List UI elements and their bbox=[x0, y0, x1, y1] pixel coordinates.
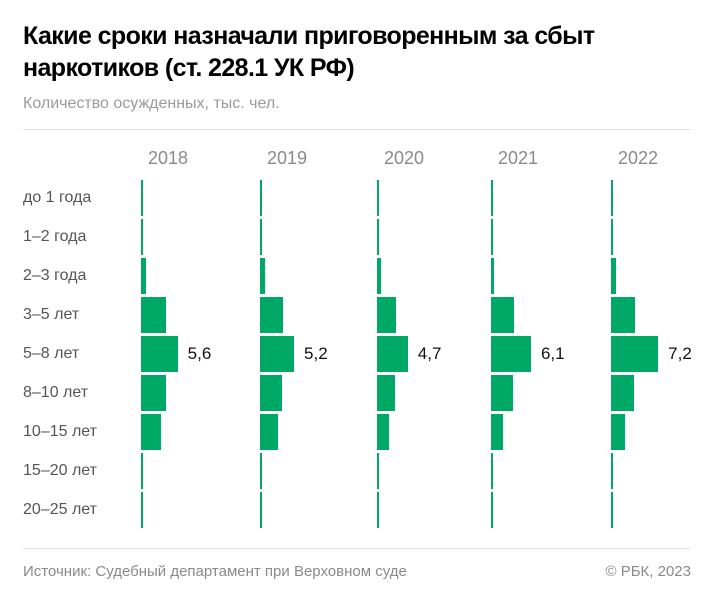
bar bbox=[491, 375, 514, 411]
year-label: 2022 bbox=[617, 148, 659, 168]
year-label: 2018 bbox=[147, 148, 189, 168]
category-label: до 1 года bbox=[23, 189, 92, 206]
bar bbox=[611, 453, 613, 489]
year-label: 2019 bbox=[266, 148, 308, 168]
bar bbox=[141, 258, 147, 294]
bottom-divider bbox=[23, 548, 691, 549]
data-label: 5,2 bbox=[304, 344, 328, 363]
bar bbox=[611, 219, 613, 255]
bar bbox=[260, 297, 283, 333]
bar bbox=[260, 414, 278, 450]
bar bbox=[611, 258, 616, 294]
bar bbox=[141, 375, 166, 411]
bar bbox=[611, 336, 659, 372]
bar bbox=[141, 219, 143, 255]
bar bbox=[491, 336, 531, 372]
bar bbox=[611, 180, 613, 216]
source-note: Источник: Судебный департамент при Верхо… bbox=[23, 563, 407, 580]
bar bbox=[611, 375, 634, 411]
bar bbox=[377, 336, 408, 372]
chart-subtitle: Количество осужденных, тыс. чел. bbox=[23, 95, 280, 112]
bar bbox=[260, 258, 265, 294]
bar bbox=[611, 414, 625, 450]
bar bbox=[377, 414, 389, 450]
bar bbox=[491, 297, 514, 333]
bar bbox=[377, 180, 379, 216]
bar bbox=[141, 492, 143, 528]
bar bbox=[377, 219, 379, 255]
copyright: © РБК, 2023 bbox=[605, 563, 691, 580]
bar bbox=[260, 453, 262, 489]
bar bbox=[611, 492, 613, 528]
bar bbox=[141, 414, 162, 450]
bar bbox=[491, 414, 504, 450]
category-label: 3–5 лет bbox=[23, 306, 80, 323]
category-label: 1–2 года bbox=[23, 228, 87, 245]
chart-title: Какие сроки назначали приговоренным за с… bbox=[23, 22, 595, 82]
bar bbox=[141, 297, 166, 333]
bar bbox=[377, 492, 379, 528]
top-divider bbox=[23, 129, 691, 130]
data-label: 7,2 bbox=[668, 344, 692, 363]
bar bbox=[377, 375, 395, 411]
category-label: 2–3 года bbox=[23, 267, 87, 284]
data-label: 5,6 bbox=[187, 344, 212, 363]
bar bbox=[377, 453, 379, 489]
bar bbox=[260, 492, 262, 528]
category-label: 8–10 лет bbox=[23, 384, 89, 401]
bar bbox=[377, 297, 396, 333]
bar bbox=[491, 492, 493, 528]
year-label: 2021 bbox=[497, 148, 539, 168]
bar bbox=[491, 258, 495, 294]
bar bbox=[141, 336, 178, 372]
bar bbox=[141, 180, 143, 216]
category-label: 20–25 лет bbox=[23, 501, 97, 518]
bar bbox=[260, 375, 283, 411]
category-label: 15–20 лет bbox=[23, 462, 97, 479]
bar bbox=[260, 336, 295, 372]
year-label: 2020 bbox=[383, 148, 425, 168]
data-label: 4,7 bbox=[417, 344, 442, 363]
bar bbox=[491, 453, 493, 489]
category-label: 5–8 лет bbox=[23, 345, 80, 362]
bar bbox=[611, 297, 636, 333]
category-label: 10–15 лет bbox=[23, 423, 97, 440]
bar bbox=[260, 180, 262, 216]
bar bbox=[141, 453, 143, 489]
data-label: 6,1 bbox=[540, 344, 565, 363]
bar bbox=[260, 219, 262, 255]
bar bbox=[491, 219, 493, 255]
bar bbox=[491, 180, 493, 216]
bar bbox=[377, 258, 381, 294]
